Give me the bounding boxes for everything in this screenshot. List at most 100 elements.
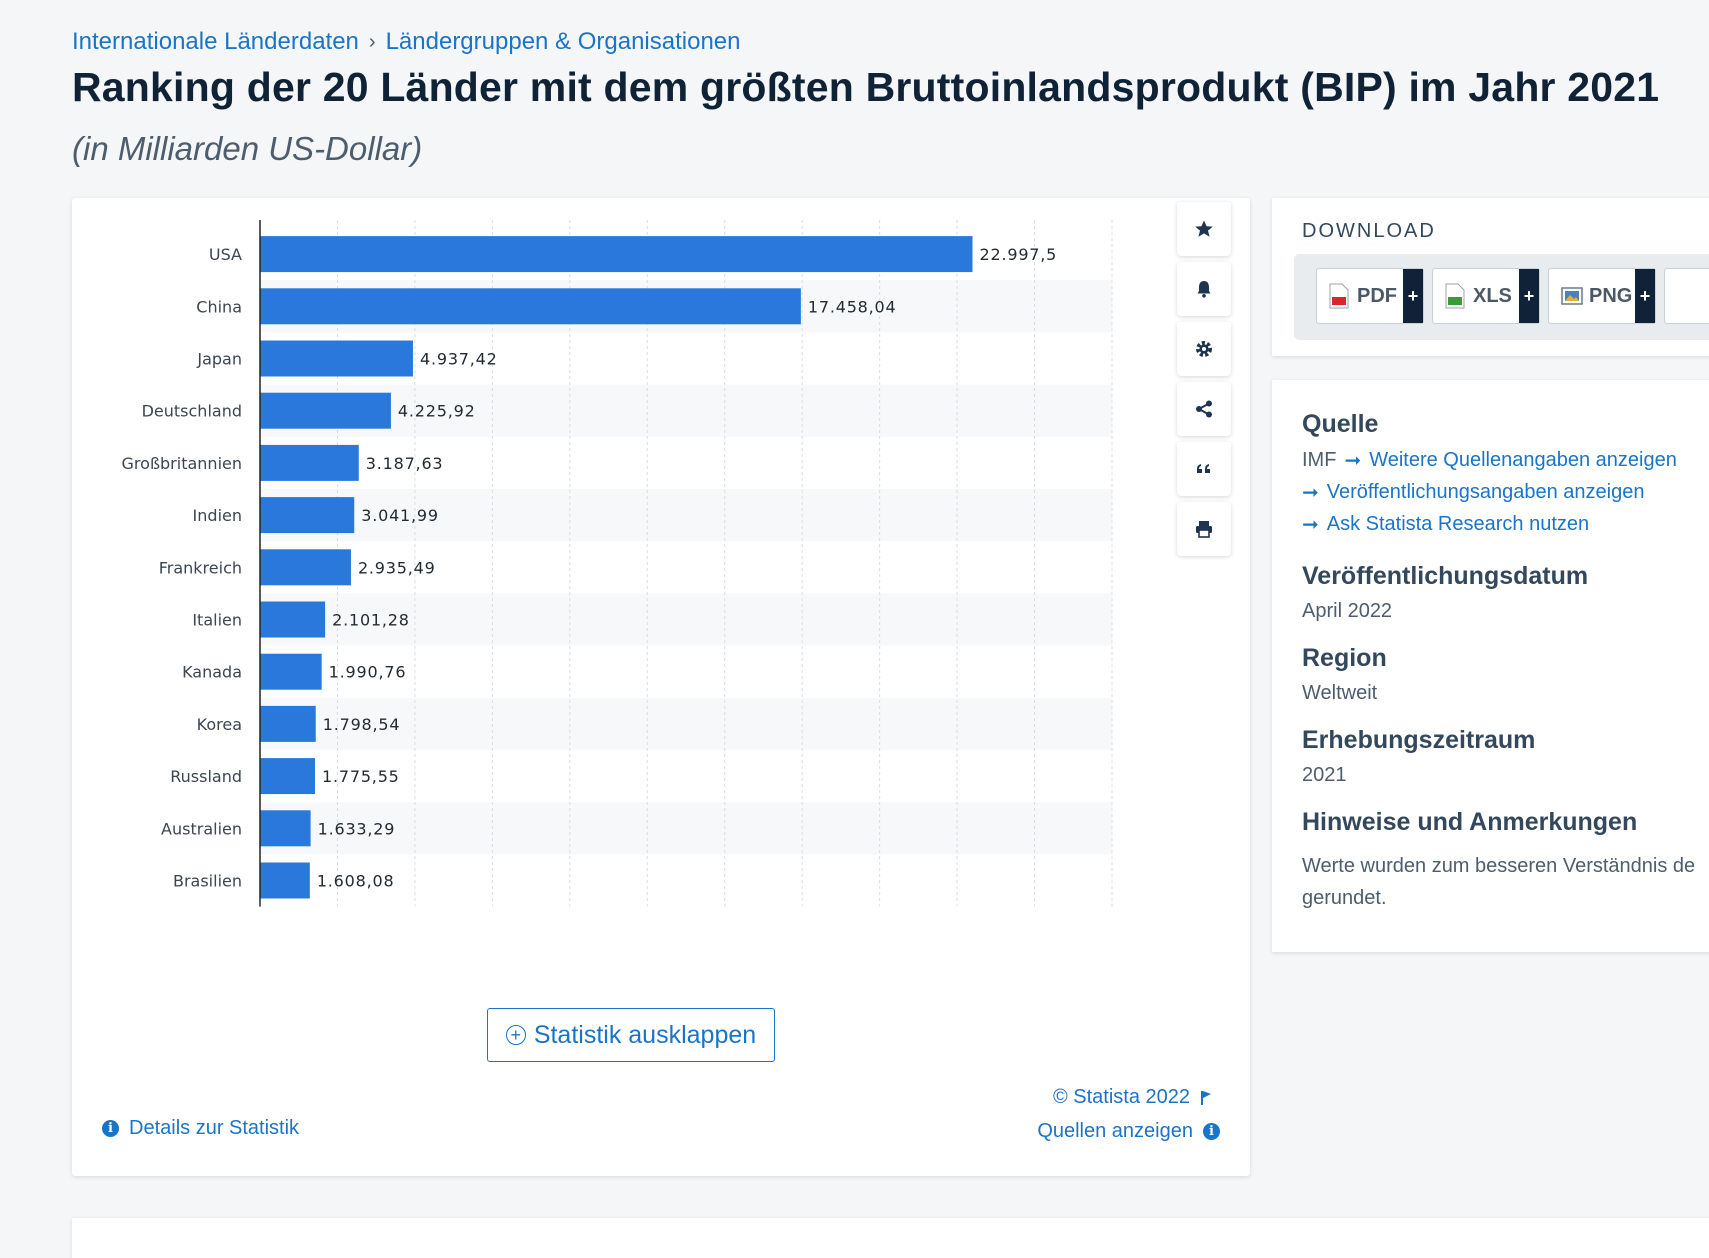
bar: [260, 497, 355, 534]
more-sources-link[interactable]: Weitere Quellenangaben anzeigen: [1369, 449, 1677, 471]
source-name: IMF: [1302, 449, 1337, 471]
data-label: 3.041,99: [361, 506, 439, 525]
category-label: Indien: [193, 506, 242, 525]
xls-label: XLS: [1473, 284, 1512, 307]
cite-button[interactable]: [1177, 442, 1231, 496]
download-heading: DOWNLOAD: [1302, 220, 1436, 242]
category-label: Russland: [170, 767, 242, 786]
statistic-details-link[interactable]: i Details zur Statistik: [102, 1117, 299, 1140]
print-button[interactable]: [1177, 502, 1231, 556]
category-label: Australien: [161, 819, 242, 838]
breadcrumb: Internationale Länderdaten › Ländergrupp…: [72, 28, 741, 56]
breadcrumb-link-countries[interactable]: Internationale Länderdaten: [72, 28, 359, 55]
survey-period-heading: Erhebungszeitraum: [1302, 726, 1536, 754]
bell-icon: [1197, 281, 1211, 298]
row-band: [260, 802, 1112, 855]
row-band: [260, 697, 1112, 750]
share-icon: [1196, 400, 1212, 418]
download-tray: PDF + XLS + PNG +: [1294, 254, 1709, 340]
data-label: 1.633,29: [318, 819, 396, 838]
data-label: 17.458,04: [808, 297, 897, 316]
data-label: 3.187,63: [366, 454, 444, 473]
arrow-right-icon: ➞: [1302, 482, 1319, 504]
flag-icon: [1201, 1090, 1211, 1105]
source-line: IMF ➞ Weitere Quellenangaben anzeigen: [1302, 448, 1677, 473]
star-icon: [1195, 220, 1213, 237]
category-label: Großbritannien: [122, 454, 242, 473]
xls-file-icon: [1445, 283, 1465, 309]
notification-button[interactable]: [1177, 262, 1231, 316]
expand-statistic-button[interactable]: + Statistik ausklappen: [487, 1008, 775, 1062]
bottom-card: [72, 1218, 1709, 1258]
png-label: PNG: [1589, 284, 1633, 307]
data-label: 1.798,54: [323, 715, 401, 734]
ask-research-link[interactable]: Ask Statista Research nutzen: [1326, 513, 1590, 535]
arrow-right-icon: ➞: [1302, 514, 1319, 536]
data-label: 1.608,08: [317, 872, 395, 891]
row-band: [260, 489, 1112, 542]
breadcrumb-link-groups[interactable]: Ländergruppen & Organisationen: [385, 28, 741, 55]
copyright-link[interactable]: © Statista 2022: [1053, 1086, 1212, 1109]
publication-date-value: April 2022: [1302, 600, 1393, 622]
download-png-button[interactable]: PNG +: [1548, 268, 1656, 324]
statistic-details-label: Details zur Statistik: [129, 1117, 300, 1139]
gear-icon: [1196, 341, 1212, 357]
download-pdf-button[interactable]: PDF +: [1316, 268, 1424, 324]
bar: [260, 288, 801, 325]
quote-icon: [1197, 464, 1210, 473]
row-band: [260, 593, 1112, 646]
info-icon: i: [102, 1120, 119, 1137]
pdf-label: PDF: [1357, 284, 1397, 307]
category-label: Japan: [196, 350, 242, 369]
category-label: Deutschland: [142, 402, 242, 421]
data-label: 4.937,42: [420, 350, 498, 369]
print-icon: [1196, 521, 1212, 538]
data-label: 1.775,55: [322, 767, 400, 786]
arrow-right-icon: ➞: [1344, 450, 1362, 472]
bar: [260, 340, 413, 377]
copyright-text: © Statista 2022: [1052, 1086, 1190, 1108]
bar: [260, 705, 316, 742]
category-label: Korea: [197, 715, 242, 734]
plus-icon: +: [1635, 269, 1655, 323]
statistic-info-card: Quelle IMF ➞ Weitere Quellenangaben anze…: [1272, 380, 1709, 952]
bar: [260, 810, 311, 847]
bar-chart: USA 22.997,5 China 17.458,04 Japan 4.937,42 De…: [122, 220, 1113, 907]
data-label: 2.101,28: [332, 611, 410, 630]
share-button[interactable]: [1177, 382, 1231, 436]
pdf-file-icon: [1329, 283, 1349, 309]
category-label: Kanada: [182, 663, 242, 682]
notes-text: Werte wurden zum besseren Verständnis de…: [1302, 855, 1696, 909]
settings-button[interactable]: [1177, 322, 1231, 376]
download-xls-button[interactable]: XLS +: [1432, 268, 1540, 324]
bar: [260, 549, 351, 586]
data-label: 4.225,92: [398, 402, 476, 421]
category-label: USA: [209, 245, 242, 264]
bar: [260, 653, 322, 690]
region-value: Weltweit: [1302, 682, 1378, 704]
data-label: 2.935,49: [358, 558, 436, 577]
page-subtitle: (in Milliarden US-Dollar): [72, 130, 423, 167]
category-label: Italien: [192, 611, 242, 630]
download-card: DOWNLOAD PDF + XLS + PNG +: [1272, 198, 1709, 356]
bar: [260, 392, 391, 429]
plus-icon: +: [1519, 269, 1539, 323]
region-heading: Region: [1302, 644, 1387, 672]
category-label: Brasilien: [173, 872, 242, 891]
publication-info-link[interactable]: Veröffentlichungsangaben anzeigen: [1326, 481, 1645, 503]
show-sources-link[interactable]: Quellen anzeigen i: [1037, 1120, 1220, 1143]
download-more-button[interactable]: [1664, 268, 1709, 324]
publication-date-heading: Veröffentlichungsdatum: [1302, 562, 1589, 590]
survey-period-value: 2021: [1302, 764, 1347, 786]
favorite-button[interactable]: [1177, 202, 1231, 256]
bar: [260, 236, 973, 273]
plus-icon: +: [1403, 269, 1423, 323]
publication-info-line: ➞ Veröffentlichungsangaben anzeigen: [1302, 480, 1644, 505]
breadcrumb-separator: ›: [368, 30, 376, 53]
data-label: 1.990,76: [329, 663, 407, 682]
chart-area: USA 22.997,5 China 17.458,04 Japan 4.937,42 De…: [72, 198, 1222, 978]
source-heading: Quelle: [1302, 410, 1379, 438]
chart-card: USA 22.997,5 China 17.458,04 Japan 4.937,42 De…: [72, 198, 1250, 1176]
data-label: 22.997,5: [980, 245, 1058, 264]
row-band: [260, 384, 1112, 437]
